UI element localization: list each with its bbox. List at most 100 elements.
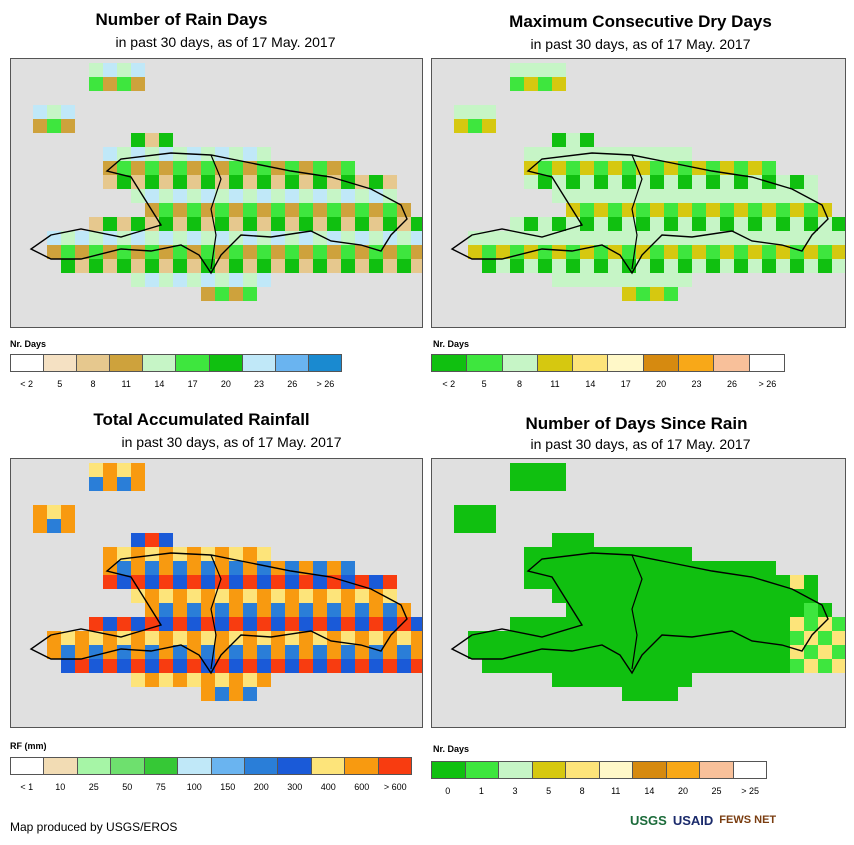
map-cell: [566, 273, 580, 287]
map-cell: [355, 217, 369, 231]
map-cell: [482, 105, 496, 119]
map-cell: [678, 631, 692, 645]
map-cell: [159, 161, 173, 175]
map-cell: [89, 77, 103, 91]
map-cell: [355, 631, 369, 645]
map-cell: [524, 175, 538, 189]
map-cell: [411, 259, 423, 273]
map-cell: [678, 175, 692, 189]
map-cell: [313, 575, 327, 589]
map-cell: [650, 259, 664, 273]
map-cell: [692, 231, 706, 245]
legend-swatch: [714, 355, 749, 371]
map-cell: [369, 231, 383, 245]
map-cell: [692, 175, 706, 189]
map-cell: [636, 603, 650, 617]
map-cell: [804, 259, 818, 273]
map-cell: [173, 589, 187, 603]
map-cell: [804, 217, 818, 231]
legend-swatch: [245, 758, 278, 774]
map-cell: [369, 617, 383, 631]
legend-label: 600: [345, 782, 379, 792]
legend-swatch: [566, 762, 600, 778]
map-cell: [145, 673, 159, 687]
map-cell: [229, 603, 243, 617]
map-cell: [159, 673, 173, 687]
map-cell: [285, 259, 299, 273]
legend-swatch: [499, 762, 533, 778]
panel-days-since-rain: Number of Days Since Rain in past 30 day…: [427, 400, 854, 800]
map-cell: [734, 589, 748, 603]
legend-label: > 25: [733, 786, 767, 796]
map-cell: [776, 631, 790, 645]
legend-swatch: [345, 758, 378, 774]
map-cell: [173, 561, 187, 575]
map-cell: [89, 217, 103, 231]
map-cell: [678, 217, 692, 231]
map-cell: [271, 175, 285, 189]
map-cell: [285, 561, 299, 575]
map-cell: [818, 617, 832, 631]
map-cell: [187, 259, 201, 273]
map-cell: [173, 273, 187, 287]
map-cell: [215, 147, 229, 161]
map-cell: [145, 645, 159, 659]
map-cell: [734, 245, 748, 259]
map-cell: [33, 519, 47, 533]
map-cell: [566, 533, 580, 547]
map-cell: [454, 119, 468, 133]
agency-logos: USGS USAID FEWS NET: [630, 806, 846, 834]
map-cell: [482, 259, 496, 273]
legend-swatch: [533, 762, 567, 778]
map-cell: [117, 463, 131, 477]
map-cell: [215, 287, 229, 301]
map-cell: [664, 217, 678, 231]
map-cell: [734, 259, 748, 273]
legend-label: 20: [666, 786, 700, 796]
map-days-since-rain: [431, 458, 846, 728]
map-cell: [720, 203, 734, 217]
legend-swatch: [503, 355, 538, 371]
map-cell: [299, 659, 313, 673]
legend-label: 300: [278, 782, 312, 792]
map-cell: [594, 617, 608, 631]
map-cell: [804, 175, 818, 189]
map-cell: [720, 603, 734, 617]
map-cell: [636, 161, 650, 175]
legend-swatch: [467, 355, 502, 371]
map-cell: [622, 631, 636, 645]
map-cell: [580, 589, 594, 603]
map-cell: [706, 617, 720, 631]
map-cell: [692, 645, 706, 659]
map-cell: [678, 645, 692, 659]
map-cell: [748, 645, 762, 659]
map-cell: [131, 259, 145, 273]
map-cell: [299, 575, 313, 589]
panel-title: Number of Days Since Rain: [423, 414, 850, 434]
map-cell: [257, 575, 271, 589]
map-cell: [454, 519, 468, 533]
map-cell: [720, 659, 734, 673]
map-cell: [622, 273, 636, 287]
map-cell: [145, 273, 159, 287]
map-cell: [650, 203, 664, 217]
map-cell: [327, 231, 341, 245]
map-cell: [664, 259, 678, 273]
map-cell: [355, 617, 369, 631]
map-cell: [608, 217, 622, 231]
map-cell: [215, 687, 229, 701]
map-cell: [383, 659, 397, 673]
map-cell: [201, 189, 215, 203]
map-cell: [538, 77, 552, 91]
map-cell: [243, 547, 257, 561]
legend-label: 5: [466, 379, 501, 389]
map-cell: [173, 231, 187, 245]
legend-label: 100: [178, 782, 212, 792]
legend-swatch: [78, 758, 111, 774]
map-cell: [257, 603, 271, 617]
map-cell: [75, 631, 89, 645]
map-cell: [285, 589, 299, 603]
map-cell: [776, 217, 790, 231]
legend-label: 26: [276, 379, 309, 389]
map-cell: [313, 161, 327, 175]
